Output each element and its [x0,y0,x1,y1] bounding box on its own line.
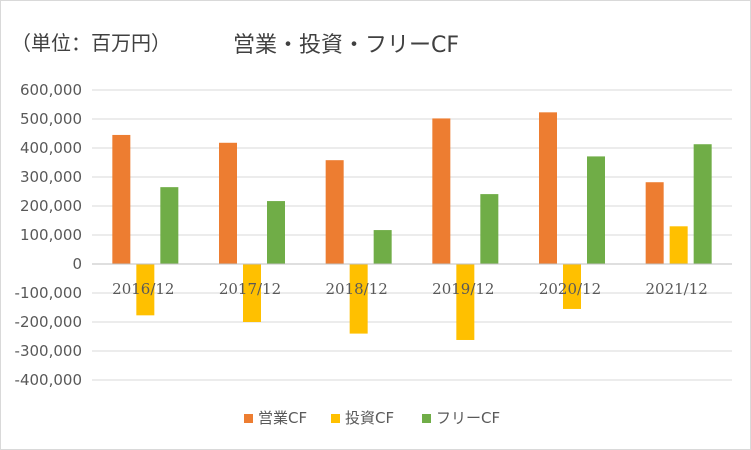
legend-label: 投資CF [345,409,394,427]
bar-free-cf-2021-12 [693,144,712,264]
y-tick-label: -200,000 [15,313,82,331]
legend-swatch [244,414,253,423]
x-tick-label: 2021/12 [646,280,708,298]
y-tick-label: 600,000 [20,81,82,99]
bar-investing-cf-2019-12 [456,264,475,340]
bar-operating-cf-2021-12 [645,182,664,264]
x-tick-label: 2018/12 [326,280,388,298]
bars [92,112,732,340]
bar-investing-cf-2021-12 [669,226,688,264]
legend-label: 営業CF [258,409,307,427]
gridlines [92,89,732,381]
y-tick-label: -300,000 [15,342,82,360]
bar-free-cf-2018-12 [373,230,392,264]
y-tick-label: 400,000 [20,139,82,157]
legend-item-operating-cf: 営業CF [244,409,307,427]
bar-operating-cf-2017-12 [219,142,237,264]
legend-item-free-cf: フリーCF [422,409,500,427]
y-tick-label: 200,000 [20,197,82,215]
chart-title: 営業・投資・フリーCF [233,33,460,58]
bar-investing-cf-2020-12 [563,264,581,309]
bar-operating-cf-2020-12 [539,112,557,264]
bar-operating-cf-2019-12 [432,118,451,264]
x-tick-label: 2017/12 [219,280,281,298]
y-tick-label: 0 [72,255,82,273]
bar-free-cf-2016-12 [160,187,179,264]
bar-free-cf-2019-12 [480,194,499,264]
legend-swatch [422,414,431,423]
legend-item-investing-cf: 投資CF [331,409,394,427]
y-tick-label: 100,000 [20,226,82,244]
bar-investing-cf-2018-12 [349,264,368,334]
bar-investing-cf-2016-12 [136,264,155,316]
bar-free-cf-2017-12 [267,201,285,264]
y-tick-label: 300,000 [20,168,82,186]
y-axis: 600,000 500,000 400,000 300,000 200,000 100,0… [15,81,82,389]
x-tick-label: 2019/12 [432,280,494,298]
bar-free-cf-2020-12 [587,156,605,264]
bar-operating-cf-2018-12 [325,160,344,264]
bar-investing-cf-2017-12 [243,264,261,322]
legend: 営業CF 投資CF フリーCF [244,409,500,427]
y-tick-label: 500,000 [20,110,82,128]
x-tick-label: 2016/12 [112,280,174,298]
y-tick-label: -100,000 [15,284,82,302]
x-tick-label: 2020/12 [539,280,601,298]
bar-operating-cf-2016-12 [112,134,131,264]
legend-swatch [331,414,340,423]
x-axis: 2016/12 2017/12 2018/12 2019/12 2020/12 2021/… [112,280,708,298]
y-tick-label: -400,000 [15,371,82,389]
unit-label: （単位：百万円） [11,31,171,55]
legend-label: フリーCF [436,409,500,427]
